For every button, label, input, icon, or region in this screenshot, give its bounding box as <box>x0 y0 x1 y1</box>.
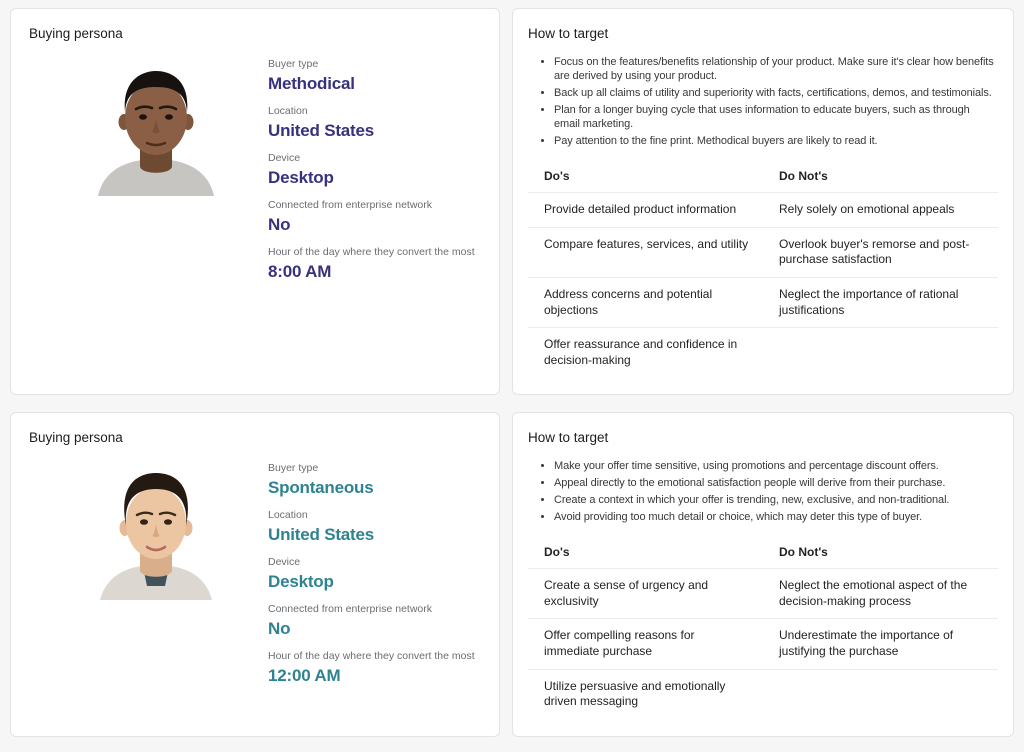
field-value: Desktop <box>268 572 334 592</box>
dos-donts-table: Do's Do Not's Create a sense of urgency … <box>528 535 998 719</box>
persona-photo <box>76 56 236 196</box>
buying-persona-card: Buying persona <box>10 412 500 737</box>
dos-cell: Address concerns and potential objection… <box>528 277 763 329</box>
target-tip: Focus on the features/benefits relations… <box>554 55 998 84</box>
persona-body: Buyer type Methodical Location United St… <box>29 56 481 293</box>
field-label: Device <box>268 556 301 569</box>
target-tip: Avoid providing too much detail or choic… <box>554 510 998 524</box>
persona-row-spontaneous: Buying persona <box>10 412 1014 737</box>
targeting-tips: Focus on the features/benefits relations… <box>528 55 998 148</box>
donts-cell: Neglect the importance of rational justi… <box>763 277 998 329</box>
man-portrait-photo <box>98 71 214 196</box>
donts-cell: Rely solely on emotional appeals <box>763 192 998 228</box>
young-person-portrait-photo <box>100 473 212 601</box>
persona-photo <box>76 460 236 601</box>
field-buyer-type: Buyer type Spontaneous <box>268 462 475 498</box>
target-tip: Appeal directly to the emotional satisfa… <box>554 476 998 490</box>
field-location: Location United States <box>268 105 475 141</box>
dos-cell: Utilize persuasive and emotionally drive… <box>544 678 726 709</box>
table-header-row: Do's Do Not's <box>528 159 998 194</box>
field-label: Hour of the day where they convert the m… <box>268 650 475 663</box>
field-device: Device Desktop <box>268 152 475 188</box>
field-enterprise-network: Connected from enterprise network No <box>268 199 475 235</box>
target-tip: Plan for a longer buying cycle that uses… <box>554 103 998 132</box>
field-value: No <box>268 619 291 639</box>
dos-column-header: Do's <box>528 159 763 194</box>
donts-cell: Neglect the emotional aspect of the deci… <box>763 568 998 620</box>
donts-column-header: Do Not's <box>763 159 998 194</box>
field-label: Connected from enterprise network <box>268 199 432 211</box>
how-to-target-title: How to target <box>528 26 609 41</box>
persona-row-methodical: Buying persona <box>10 8 1014 396</box>
field-label: Connected from enterprise network <box>268 603 432 616</box>
card-title: Buying persona <box>29 26 123 41</box>
field-value: 8:00 AM <box>268 262 332 281</box>
field-value: United States <box>268 121 375 140</box>
field-label: Device <box>268 152 301 164</box>
targeting-tips: Make your offer time sensitive, using pr… <box>528 459 998 524</box>
table-row: Offer compelling reasons for immediate p… <box>528 618 998 670</box>
field-value: No <box>268 215 291 234</box>
how-to-target-card: How to target Focus on the features/bene… <box>512 8 1014 396</box>
donts-column-header: Do Not's <box>763 535 998 570</box>
table-row: Create a sense of urgency and exclusivit… <box>528 568 998 620</box>
field-label: Hour of the day where they convert the m… <box>268 246 475 258</box>
field-enterprise-network: Connected from enterprise network No <box>268 603 475 639</box>
table-row: Offer reassurance and confidence in deci… <box>528 328 998 378</box>
field-buyer-type: Buyer type Methodical <box>268 58 475 94</box>
dos-cell: Create a sense of urgency and exclusivit… <box>528 568 763 620</box>
dos-cell: Offer reassurance and confidence in deci… <box>544 337 738 367</box>
donts-cell <box>763 669 998 719</box>
field-value: Desktop <box>268 168 334 187</box>
field-value: United States <box>268 525 375 545</box>
dos-cell: Provide detailed product information <box>528 192 763 228</box>
field-value: 12:00 AM <box>268 666 341 686</box>
table-row: Provide detailed product information Rel… <box>528 192 998 228</box>
target-tip: Pay attention to the fine print. Methodi… <box>554 134 998 148</box>
target-tip: Create a context in which your offer is … <box>554 493 998 507</box>
donts-cell: Overlook buyer's remorse and post-purcha… <box>763 227 998 279</box>
dos-column-header: Do's <box>528 535 763 570</box>
field-label: Location <box>268 105 308 117</box>
how-to-target-title: How to target <box>528 430 609 446</box>
table-row: Utilize persuasive and emotionally drive… <box>528 669 998 719</box>
dos-cell: Offer compelling reasons for immediate p… <box>528 618 763 670</box>
field-location: Location United States <box>268 509 475 545</box>
field-label: Buyer type <box>268 462 319 475</box>
card-title: Buying persona <box>29 430 123 446</box>
field-value: Methodical <box>268 74 355 93</box>
persona-fields: Buyer type Spontaneous Location United S… <box>268 460 475 697</box>
dos-cell: Compare features, services, and utility <box>528 227 763 279</box>
field-conversion-hour: Hour of the day where they convert the m… <box>268 650 475 686</box>
donts-cell <box>763 328 998 378</box>
table-row: Compare features, services, and utility … <box>528 227 998 279</box>
target-tip: Make your offer time sensitive, using pr… <box>554 459 998 473</box>
persona-fields: Buyer type Methodical Location United St… <box>268 56 475 293</box>
field-label: Buyer type <box>268 58 319 70</box>
field-label: Location <box>268 509 308 522</box>
dos-donts-table: Do's Do Not's Provide detailed product i… <box>528 159 998 377</box>
table-header-row: Do's Do Not's <box>528 535 998 570</box>
field-conversion-hour: Hour of the day where they convert the m… <box>268 246 475 282</box>
field-device: Device Desktop <box>268 556 475 592</box>
donts-cell: Underestimate the importance of justifyi… <box>763 618 998 670</box>
field-value: Spontaneous <box>268 478 374 498</box>
how-to-target-card: How to target Make your offer time sensi… <box>512 412 1014 737</box>
buying-persona-card: Buying persona <box>10 8 500 396</box>
target-tip: Back up all claims of utility and superi… <box>554 86 998 100</box>
persona-body: Buyer type Spontaneous Location United S… <box>29 460 481 697</box>
table-row: Address concerns and potential objection… <box>528 277 998 329</box>
